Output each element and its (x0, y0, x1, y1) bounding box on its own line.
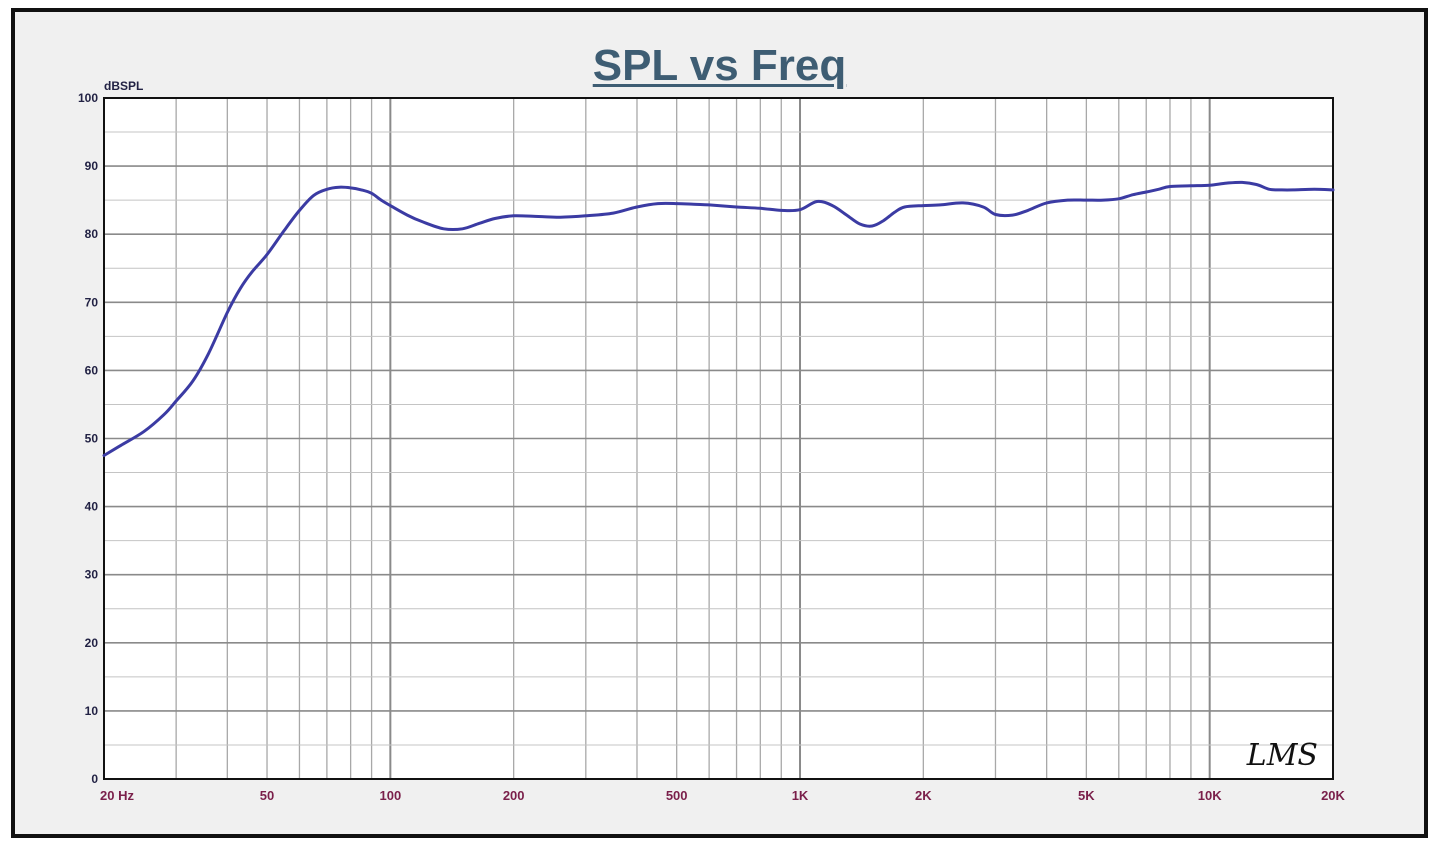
lms-watermark: LMS (1246, 738, 1318, 773)
axes: 0 10 20 30 40 50 60 70 80 90 100 20 Hz 50 100 200 500 1K… (78, 91, 1346, 803)
chart-title-text: SPL vs Freq (592, 41, 847, 90)
y-tick-label: 60 (85, 363, 99, 377)
x-tick-label: 20K (1321, 788, 1345, 803)
x-tick-label: 200 (503, 788, 525, 803)
y-tick-label: 80 (85, 227, 99, 241)
x-tick-label: 1K (792, 788, 809, 803)
x-tick-label: 500 (666, 788, 688, 803)
plot-border (103, 97, 1334, 780)
x-tick-label: 5K (1078, 788, 1095, 803)
x-tick-label: 100 (379, 788, 401, 803)
grid-lines (103, 97, 1334, 780)
y-tick-label: 30 (85, 568, 99, 582)
y-tick-label: 40 (85, 500, 99, 514)
y-tick-label: 70 (85, 295, 99, 309)
y-tick-label: 90 (85, 159, 99, 173)
x-tick-label: 2K (915, 788, 932, 803)
x-tick-label: 50 (260, 788, 274, 803)
y-tick-label: 100 (78, 91, 98, 105)
y-axis-label: dBSPL (104, 79, 143, 93)
x-tick-label: 10K (1198, 788, 1222, 803)
y-tick-label: 20 (85, 636, 99, 650)
y-tick-label: 10 (85, 704, 99, 718)
chart-title: SPL vs Freq (15, 40, 1424, 92)
x-tick-label: 20 Hz (100, 788, 134, 803)
y-tick-label: 50 (85, 432, 99, 446)
y-tick-label: 0 (91, 772, 98, 786)
spl-response-line (102, 180, 1335, 457)
series-layer (102, 180, 1335, 457)
